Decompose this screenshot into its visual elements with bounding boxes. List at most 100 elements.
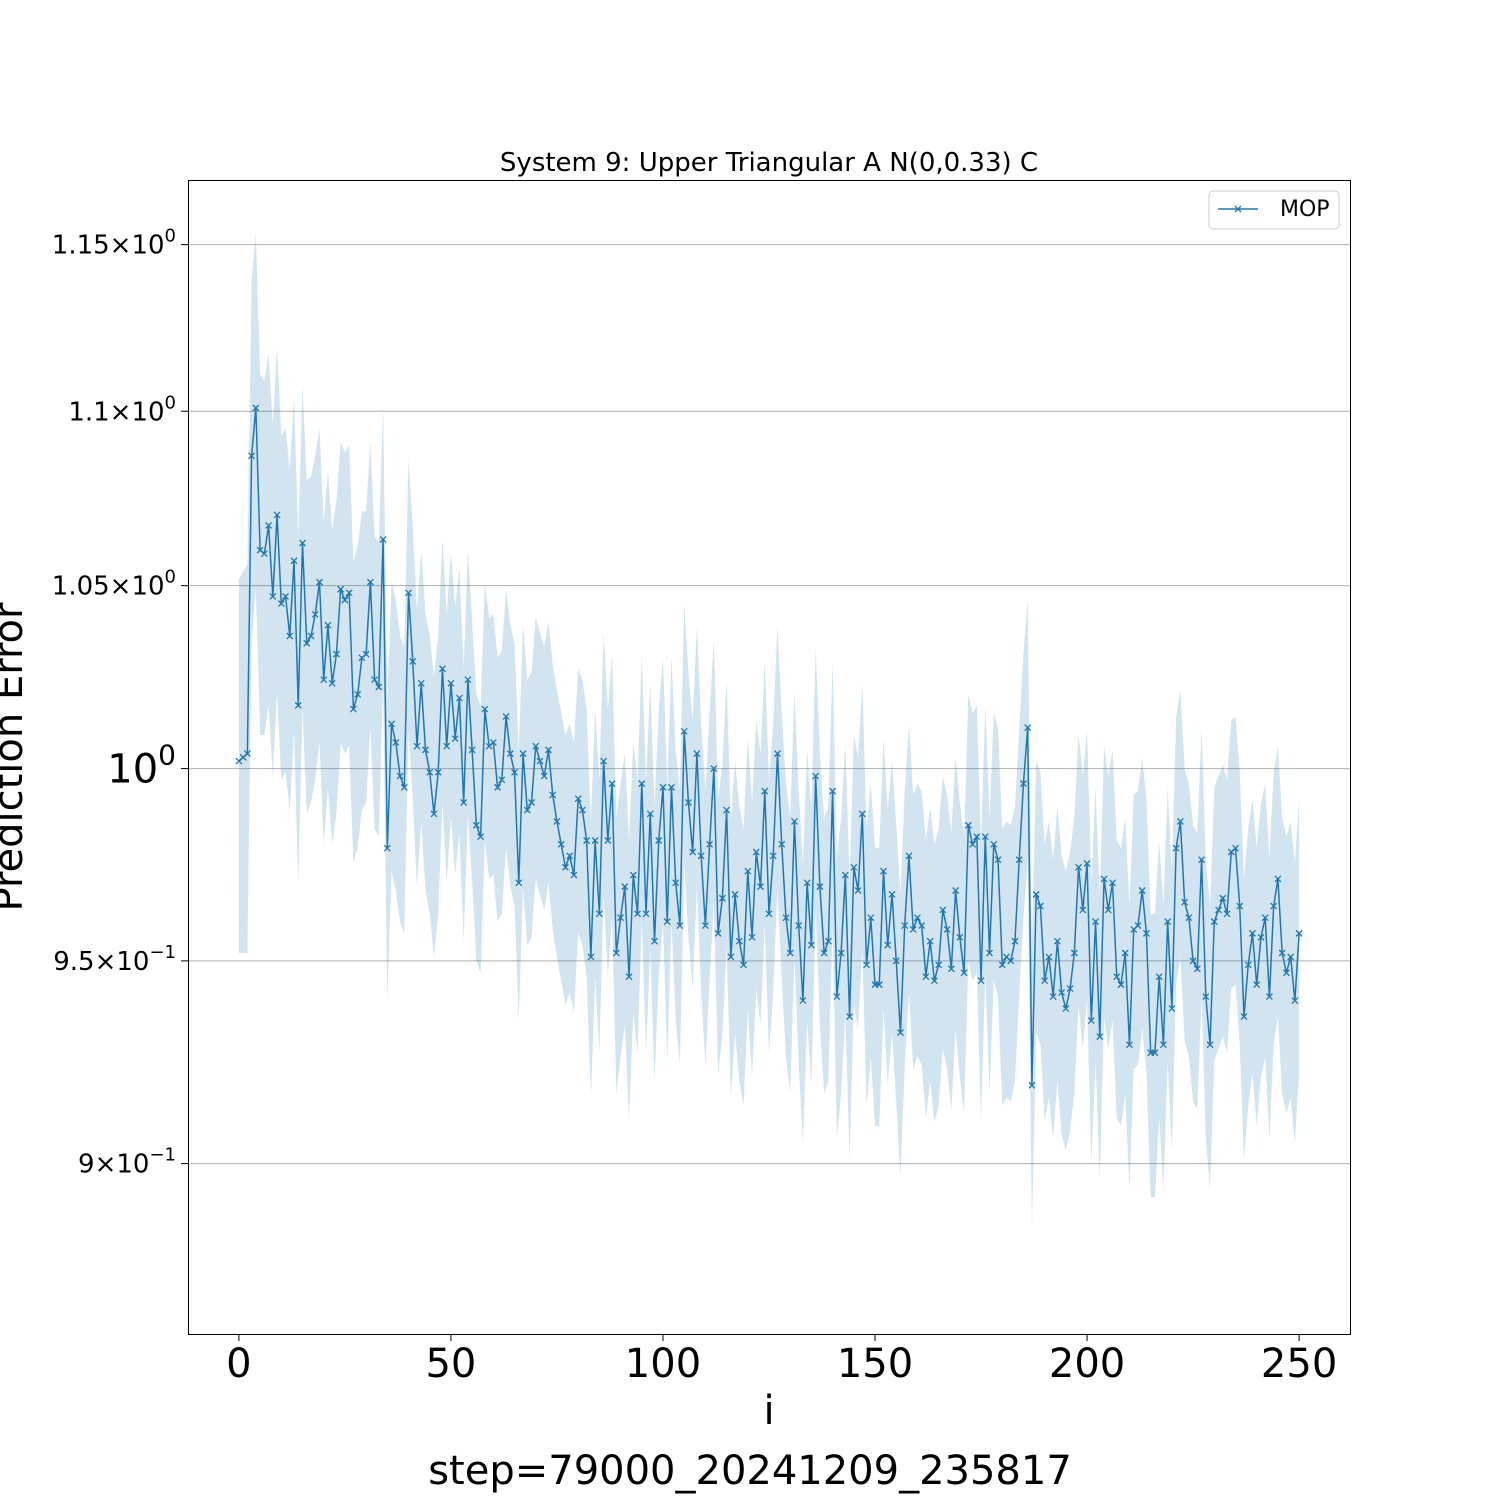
data-point — [897, 1029, 904, 1037]
legend: MOP — [1208, 190, 1340, 230]
data-point — [981, 833, 989, 841]
data-point — [930, 977, 938, 985]
y-axis-ticks: 9×10−1 9.5×10−1 100 1.05×100 1.1×100 1.15×100 — [52, 226, 188, 1180]
data-point — [536, 757, 544, 765]
x-tick-label-5: 250 — [1261, 1341, 1337, 1387]
data-point — [1189, 957, 1197, 965]
y-tick-label-5: 1.15×100 — [52, 226, 176, 261]
data-point — [706, 840, 714, 848]
data-point — [434, 768, 442, 776]
data-point — [1155, 973, 1163, 981]
data-point — [947, 965, 955, 973]
data-point — [956, 933, 964, 941]
data-point — [710, 765, 718, 773]
data-point — [1164, 918, 1172, 926]
data-point — [396, 772, 404, 780]
data-point — [477, 833, 485, 841]
data-point — [918, 922, 926, 929]
data-point — [774, 750, 781, 758]
data-point — [701, 922, 709, 929]
data-point — [388, 720, 396, 728]
legend-marker-mop — [1234, 205, 1242, 213]
data-point — [1104, 906, 1112, 914]
plot-frame — [188, 180, 1351, 1335]
data-point — [447, 679, 455, 687]
data-point — [943, 925, 951, 933]
data-point — [778, 840, 786, 848]
data-point — [841, 871, 849, 879]
data-point — [888, 890, 896, 898]
x-tick-label-4: 200 — [1049, 1341, 1125, 1387]
data-point — [1278, 949, 1286, 957]
data-point — [612, 949, 620, 957]
data-point — [1109, 879, 1116, 887]
data-point — [1011, 937, 1019, 945]
data-point — [1257, 933, 1265, 941]
data-point — [935, 961, 943, 969]
data-point — [523, 806, 531, 814]
data-point — [366, 578, 374, 586]
data-point — [422, 746, 429, 754]
data-point — [324, 621, 332, 629]
data-point — [1151, 1049, 1159, 1057]
data-point — [307, 632, 315, 640]
data-point — [561, 863, 569, 871]
data-point — [964, 821, 972, 829]
data-point — [248, 452, 256, 460]
data-point — [1075, 863, 1083, 871]
data-point — [1185, 914, 1193, 922]
data-point — [1172, 844, 1180, 852]
data-point — [320, 676, 328, 684]
data-point — [557, 840, 565, 848]
data-point — [655, 837, 663, 844]
y-tick-label-2: 100 — [107, 739, 176, 793]
data-point — [1270, 902, 1278, 910]
data-point — [311, 610, 319, 618]
data-point — [913, 914, 921, 922]
data-point — [1045, 953, 1053, 961]
data-point — [659, 783, 667, 791]
data-point — [608, 780, 616, 788]
data-point — [1240, 1013, 1248, 1020]
data-point — [824, 937, 832, 945]
data-point — [438, 665, 446, 673]
data-point — [294, 701, 302, 709]
data-point — [761, 787, 769, 795]
data-point — [540, 772, 548, 780]
data-point — [1282, 969, 1290, 977]
data-point — [1041, 977, 1049, 985]
data-point — [1087, 1017, 1095, 1024]
x-tick-label-2: 100 — [625, 1341, 701, 1387]
data-point — [684, 799, 692, 806]
data-point — [1083, 860, 1091, 867]
data-point — [1274, 875, 1282, 883]
data-point — [600, 757, 608, 765]
data-point — [1219, 894, 1227, 902]
data-point — [511, 768, 519, 776]
legend-marker-glyph — [1234, 205, 1242, 213]
data-point — [629, 871, 637, 879]
data-point — [481, 705, 489, 713]
data-point — [892, 957, 900, 965]
data-point — [498, 776, 506, 784]
data-point — [621, 883, 629, 891]
data-point — [812, 772, 820, 780]
x-tick-label-0: 0 — [226, 1341, 251, 1387]
legend-label-mop: MOP — [1280, 197, 1330, 222]
data-point — [515, 879, 523, 887]
data-point — [273, 511, 281, 519]
data-point — [782, 914, 790, 922]
data-point — [379, 536, 387, 544]
data-point — [494, 783, 502, 791]
data-point — [735, 937, 743, 945]
data-point — [1223, 910, 1231, 918]
data-point — [1007, 957, 1015, 965]
data-point — [833, 993, 841, 1001]
data-point — [243, 750, 251, 758]
data-point — [909, 925, 917, 933]
data-point — [1036, 902, 1044, 910]
data-point — [884, 941, 892, 949]
data-point — [1113, 973, 1121, 981]
data-point — [1295, 929, 1303, 937]
data-point — [265, 522, 273, 529]
